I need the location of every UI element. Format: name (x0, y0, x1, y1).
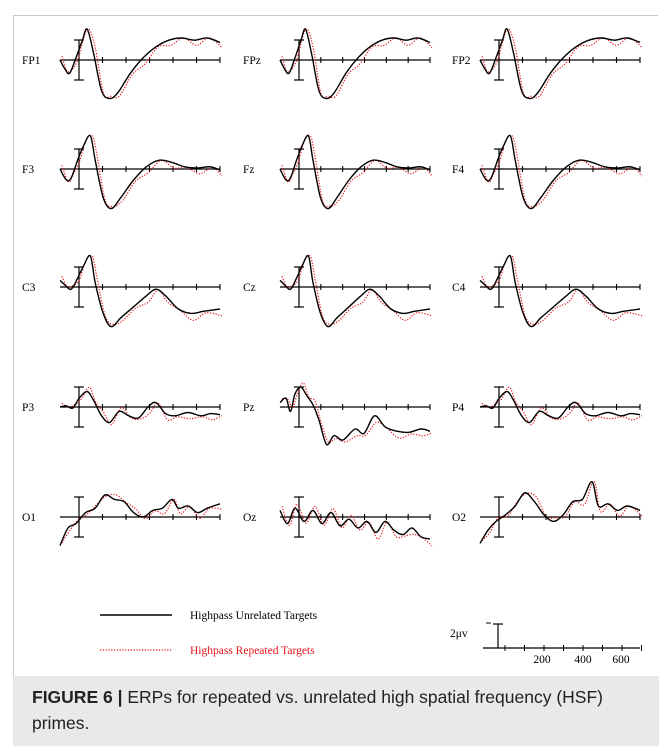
scale-tick-400: 400 (574, 654, 592, 666)
channel-fp2: FP2 (452, 28, 643, 100)
caption-text: ERPs for repeated vs. unrelated high spa… (32, 687, 603, 733)
channel-cz: Cz (243, 254, 433, 328)
series-line-unrelated (59, 134, 221, 210)
channel-oz: Oz (243, 496, 433, 547)
series-line-repeated (61, 254, 223, 326)
erp-chart: FP1 FPz FP2 F3 Fz F4 C3 Cz C4 P3 Pz P4 O1 Oz O2 Highpa… (22, 28, 643, 666)
series-line-repeated (481, 254, 643, 326)
series-line-unrelated (279, 507, 431, 540)
scale-bar: 2μv 200 400 600 (450, 622, 642, 666)
series-line-repeated (281, 503, 433, 547)
channel-label-c3: C3 (22, 282, 36, 294)
series-line-unrelated (279, 134, 431, 210)
series-line-repeated (61, 493, 223, 544)
series-line-unrelated (479, 28, 641, 100)
channel-c4: C4 (452, 254, 643, 328)
channel-label-p4: P4 (452, 402, 464, 414)
series-line-repeated (281, 254, 433, 326)
channel-fz: Fz (243, 134, 433, 210)
channel-pz: Pz (243, 382, 433, 446)
channel-label-f3: F3 (22, 164, 34, 176)
legend-label-unrelated: Highpass Unrelated Targets (190, 610, 318, 622)
channel-p3: P3 (22, 386, 223, 428)
series-line-repeated (481, 386, 643, 426)
channel-p4: P4 (452, 386, 643, 428)
series-line-unrelated (479, 254, 641, 328)
channel-label-p3: P3 (22, 402, 34, 414)
channel-label-fp1: FP1 (22, 55, 41, 67)
channel-label-fpz: FPz (243, 55, 261, 67)
series-line-repeated (281, 134, 433, 208)
channel-fpz: FPz (243, 28, 433, 100)
channel-label-fp2: FP2 (452, 55, 471, 67)
channel-f3: F3 (22, 134, 223, 210)
channel-label-c4: C4 (452, 282, 466, 294)
scale-tick-200: 200 (533, 654, 551, 666)
channel-o2: O2 (452, 480, 643, 544)
channel-label-fz: Fz (243, 164, 255, 176)
channel-label-pz: Pz (243, 402, 255, 414)
series-line-unrelated (59, 28, 221, 100)
series-line-unrelated (479, 481, 641, 544)
series-line-unrelated (279, 254, 431, 328)
series-line-unrelated (479, 390, 641, 424)
series-line-repeated (281, 382, 433, 444)
channel-label-f4: F4 (452, 164, 464, 176)
scale-tick-600: 600 (612, 654, 630, 666)
channel-label-o1: O1 (22, 512, 36, 524)
series-line-unrelated (479, 134, 641, 210)
caption-label: FIGURE 6 | (32, 687, 123, 707)
scale-voltage-label: 2μv (450, 628, 468, 640)
channel-label-o2: O2 (452, 512, 466, 524)
channel-label-cz: Cz (243, 282, 256, 294)
series-line-unrelated (59, 494, 221, 546)
series-line-unrelated (279, 28, 431, 100)
series-line-repeated (281, 28, 433, 99)
channel-fp1: FP1 (22, 28, 223, 100)
legend: Highpass Unrelated Targets Highpass Repe… (100, 610, 318, 657)
channel-o1: O1 (22, 493, 223, 546)
channel-c3: C3 (22, 254, 223, 328)
series-line-repeated (61, 386, 223, 426)
series-line-unrelated (279, 386, 431, 446)
legend-label-repeated: Highpass Repeated Targets (190, 645, 315, 657)
series-line-unrelated (59, 254, 221, 328)
series-line-unrelated (59, 390, 221, 424)
figure-caption: FIGURE 6 | ERPs for repeated vs. unrelat… (13, 676, 659, 746)
channel-f4: F4 (452, 134, 643, 210)
channel-label-oz: Oz (243, 512, 256, 524)
